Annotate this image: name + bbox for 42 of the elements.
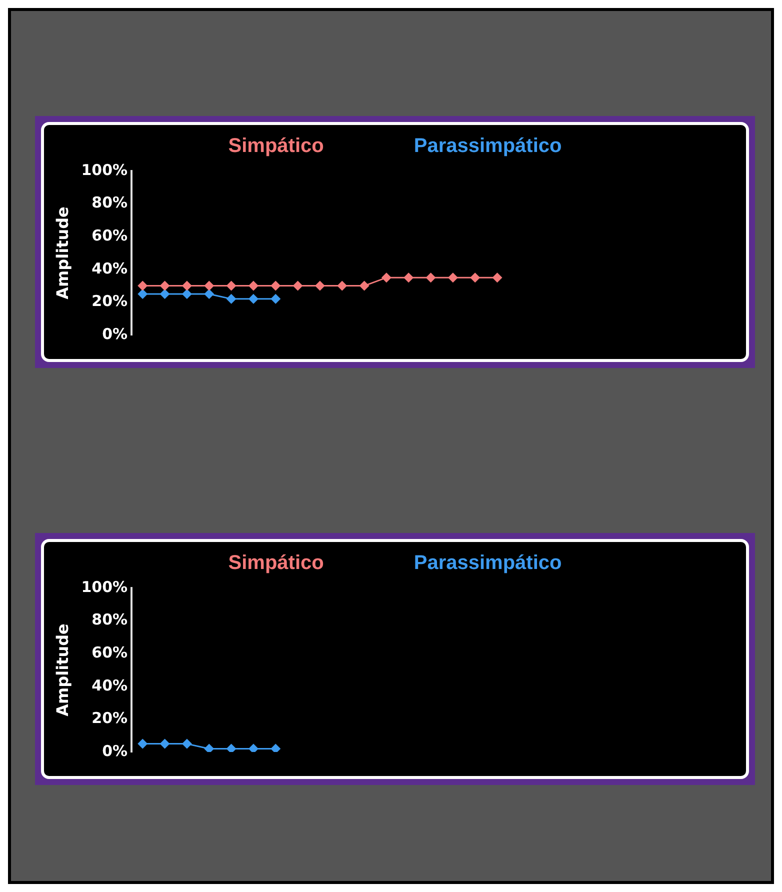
point: [381, 272, 392, 283]
y-tick-label: 100%: [81, 160, 128, 179]
point: [248, 294, 258, 304]
point: [337, 280, 348, 291]
point: [448, 272, 458, 283]
legend-label: Simpático: [228, 552, 324, 575]
y-tick-label: 60%: [92, 226, 128, 244]
point: [359, 280, 370, 291]
text: Simpático: [228, 135, 324, 158]
point: [182, 289, 192, 299]
y-tick-label: 100%: [81, 578, 128, 596]
text: Parassimpático: [414, 135, 562, 158]
point: [160, 289, 170, 299]
point: [248, 280, 258, 291]
point: [404, 272, 414, 283]
y-axis-title: Amplitude: [52, 623, 72, 716]
text: Parassimpático: [414, 552, 562, 575]
y-tick-label: 60%: [92, 643, 128, 662]
point: [160, 280, 170, 291]
y-axis-title: Amplitude: [52, 206, 72, 300]
point: [204, 289, 214, 299]
y-tick-label: 80%: [92, 610, 128, 629]
y-tick-label: 0%: [102, 324, 128, 343]
point: [470, 272, 480, 283]
y-tick-label: 0%: [102, 742, 128, 760]
point: [138, 280, 148, 291]
y-tick-label: 80%: [92, 194, 128, 212]
point: [270, 294, 281, 304]
point: [492, 272, 502, 283]
y-tick-label: 20%: [92, 709, 128, 728]
point: [426, 272, 436, 283]
point: [292, 280, 303, 291]
point: [314, 280, 325, 291]
point: [226, 294, 236, 304]
y-tick-label: 40%: [92, 259, 128, 278]
point: [270, 280, 281, 291]
y-tick-label: 40%: [92, 676, 128, 694]
point: [226, 280, 236, 291]
point: [182, 280, 192, 291]
y-tick-label: 20%: [92, 292, 128, 310]
point: [204, 280, 214, 291]
point: [138, 289, 148, 299]
